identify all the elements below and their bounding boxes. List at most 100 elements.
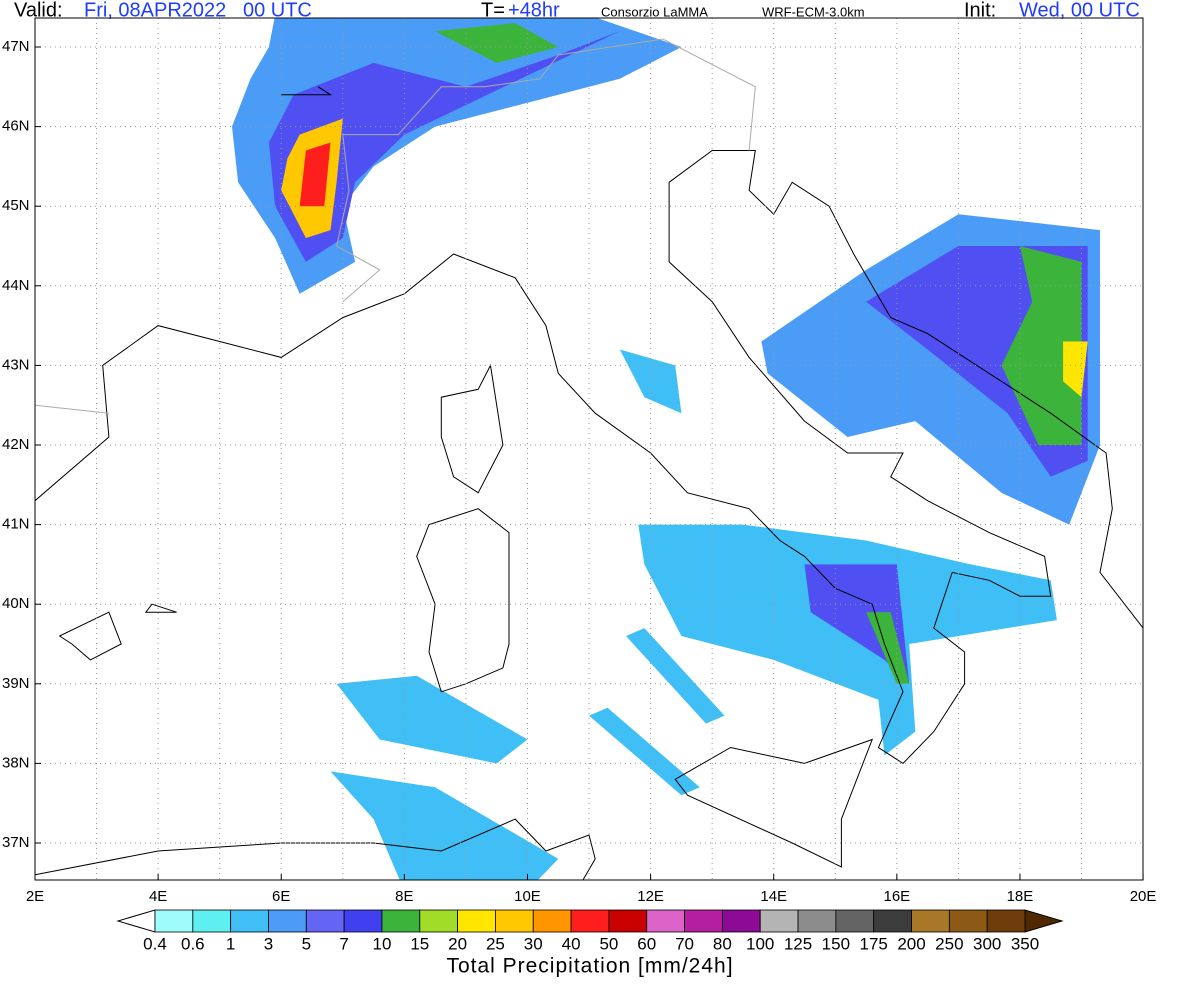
colorbar-label: 150 [822, 934, 850, 953]
valid-time: Fri, 08APR2022 00 UTC [84, 0, 312, 21]
precip [626, 628, 725, 724]
colorbar-box [986, 909, 1026, 933]
coastline [440, 363, 504, 494]
colorbar-box [684, 909, 723, 933]
map-frame [34, 17, 1144, 881]
border [35, 404, 109, 414]
colorbar-label: 25 [486, 934, 505, 953]
colorbar-label: 15 [410, 934, 429, 953]
colorbar-under [116, 909, 156, 933]
lon-label: 20E [1130, 888, 1157, 905]
lat-label: 46N [2, 118, 30, 135]
lon-label: 4E [149, 888, 167, 905]
colorbar-box [457, 909, 496, 933]
lat-label: 42N [2, 436, 30, 453]
lon-label: 18E [1007, 888, 1034, 905]
lon-label: 12E [637, 888, 664, 905]
coastline [35, 818, 596, 880]
lon-label: 2E [26, 888, 44, 905]
lat-label: 43N [2, 356, 30, 373]
precip [268, 31, 620, 262]
init-time: Wed, 00 UTC [1019, 0, 1140, 21]
colorbar-title: Total Precipitation [mm/24h] [446, 955, 733, 978]
lat-label: 44N [2, 277, 30, 294]
precip [336, 675, 528, 764]
lon-label: 14E [760, 888, 787, 905]
colorbar-label: 40 [562, 934, 581, 953]
colorbar-label: 50 [599, 934, 618, 953]
colorbar-label: 0.4 [143, 934, 167, 953]
step: +48hr [508, 0, 560, 21]
colorbar-label: 200 [897, 934, 925, 953]
lat-label: 40N [2, 595, 30, 612]
coastline [416, 508, 510, 693]
colorbar-box [532, 909, 572, 933]
precip [804, 564, 910, 684]
colorbar-label: 1 [226, 934, 235, 953]
colorbar-box [343, 909, 383, 933]
colorbar-box [381, 909, 421, 933]
lon-label: 8E [395, 888, 413, 905]
colorbar-box [873, 909, 912, 933]
coastline [58, 611, 122, 661]
colorbar-box [192, 909, 232, 933]
init-label: Init: [964, 0, 996, 21]
colorbar-box [608, 909, 648, 933]
lon-label: 16E [883, 888, 910, 905]
colorbar-label: 350 [1011, 934, 1039, 953]
precip [299, 142, 331, 207]
colorbar-label: 80 [713, 934, 732, 953]
colorbar-label: 175 [860, 934, 888, 953]
colorbar-label: 300 [973, 934, 1001, 953]
colorbar-label: 20 [448, 934, 467, 953]
colorbar-label: 5 [302, 934, 311, 953]
step-label: T= [481, 0, 505, 21]
source: Consorzio LaMMA [601, 4, 708, 19]
colorbar-label: 250 [935, 934, 963, 953]
lon-label: 10E [514, 888, 541, 905]
lat-label: 47N [2, 38, 30, 55]
colorbar-box [948, 909, 988, 933]
colorbar-label: 125 [784, 934, 812, 953]
lat-label: 38N [2, 754, 30, 771]
valid-label: Valid: [14, 0, 63, 21]
colorbar-box [835, 909, 875, 933]
coastline [674, 738, 874, 868]
border [336, 38, 756, 303]
colorbar-box [495, 909, 534, 933]
colorbar-box [721, 909, 761, 933]
colorbar-box [911, 909, 950, 933]
lon-label: 6E [272, 888, 290, 905]
colorbar-label: 3 [264, 934, 273, 953]
colorbar-box [230, 909, 269, 933]
lat-label: 41N [2, 516, 30, 533]
model: WRF-ECM-3.0km [762, 4, 865, 19]
colorbar-box [570, 909, 610, 933]
colorbar-box [268, 909, 307, 933]
map-area [35, 18, 1143, 880]
colorbar-label: 0.6 [181, 934, 205, 953]
precip [1001, 246, 1082, 445]
precip [330, 771, 559, 880]
precip [866, 612, 910, 684]
colorbar-label: 30 [524, 934, 543, 953]
colorbar-label: 7 [339, 934, 348, 953]
colorbar-box [154, 909, 194, 933]
colorbar-box [419, 909, 459, 933]
precip [638, 524, 1057, 756]
lat-label: 37N [2, 834, 30, 851]
lat-label: 39N [2, 675, 30, 692]
colorbar-label: 70 [675, 934, 694, 953]
precip [589, 707, 700, 796]
colorbar-label: 60 [637, 934, 656, 953]
colorbar-box [759, 909, 799, 933]
colorbar-label: 100 [746, 934, 774, 953]
colorbar-label: 10 [372, 934, 391, 953]
coastline [281, 86, 333, 96]
colorbar-box [305, 909, 345, 933]
coastline [35, 150, 1143, 765]
colorbar-box [646, 909, 685, 933]
colorbar-over [1024, 909, 1064, 933]
colorbar-box [797, 909, 837, 933]
